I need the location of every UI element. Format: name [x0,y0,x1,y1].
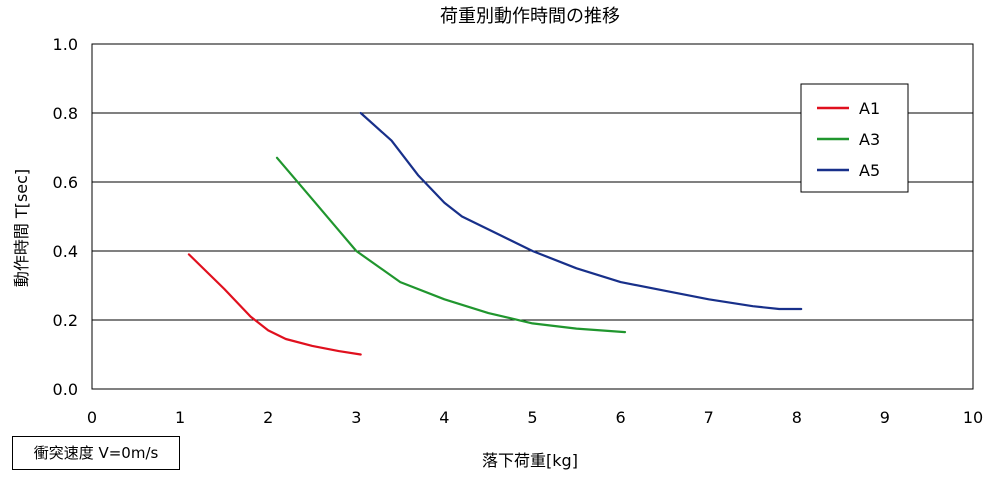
y-tick-label: 0.6 [53,173,78,192]
x-tick-labels: 0 1 2 3 4 5 6 7 8 9 10 [87,408,983,427]
x-tick-label: 0 [87,408,97,427]
x-tick-label: 8 [792,408,802,427]
impact-velocity-note: 衝突速度 V=0m/s [12,436,180,470]
y-tick-label: 0.8 [53,104,78,123]
legend-label-a3: A3 [859,130,880,149]
series-line-a3 [275,156,627,334]
x-tick-label: 2 [263,408,273,427]
x-tick-label: 10 [963,408,983,427]
x-tick-label: 7 [704,408,714,427]
series-lines [187,111,803,356]
series-line-a5 [359,111,803,311]
chart-title: 荷重別動作時間の推移 [440,6,620,27]
y-axis-label: 動作時間 T[sec] [12,169,31,287]
x-tick-label: 9 [880,408,890,427]
y-tick-label: 1.0 [53,35,78,54]
x-tick-label: 4 [439,408,449,427]
x-tick-label: 5 [527,408,537,427]
x-tick-label: 1 [175,408,185,427]
legend: A1 A3 A5 [800,83,909,193]
y-tick-label: 0.4 [53,242,78,261]
series-line-a1 [187,253,362,356]
y-tick-label: 0.0 [53,380,78,399]
x-tick-label: 6 [616,408,626,427]
legend-label-a1: A1 [859,99,880,118]
y-tick-labels: 0.0 0.2 0.4 0.6 0.8 1.0 [53,35,78,399]
plot-frame [91,43,974,390]
y-tick-label: 0.2 [53,311,78,330]
x-tick-label: 3 [351,408,361,427]
x-axis-label: 落下荷重[kg] [482,451,578,470]
legend-label-a5: A5 [859,161,880,180]
